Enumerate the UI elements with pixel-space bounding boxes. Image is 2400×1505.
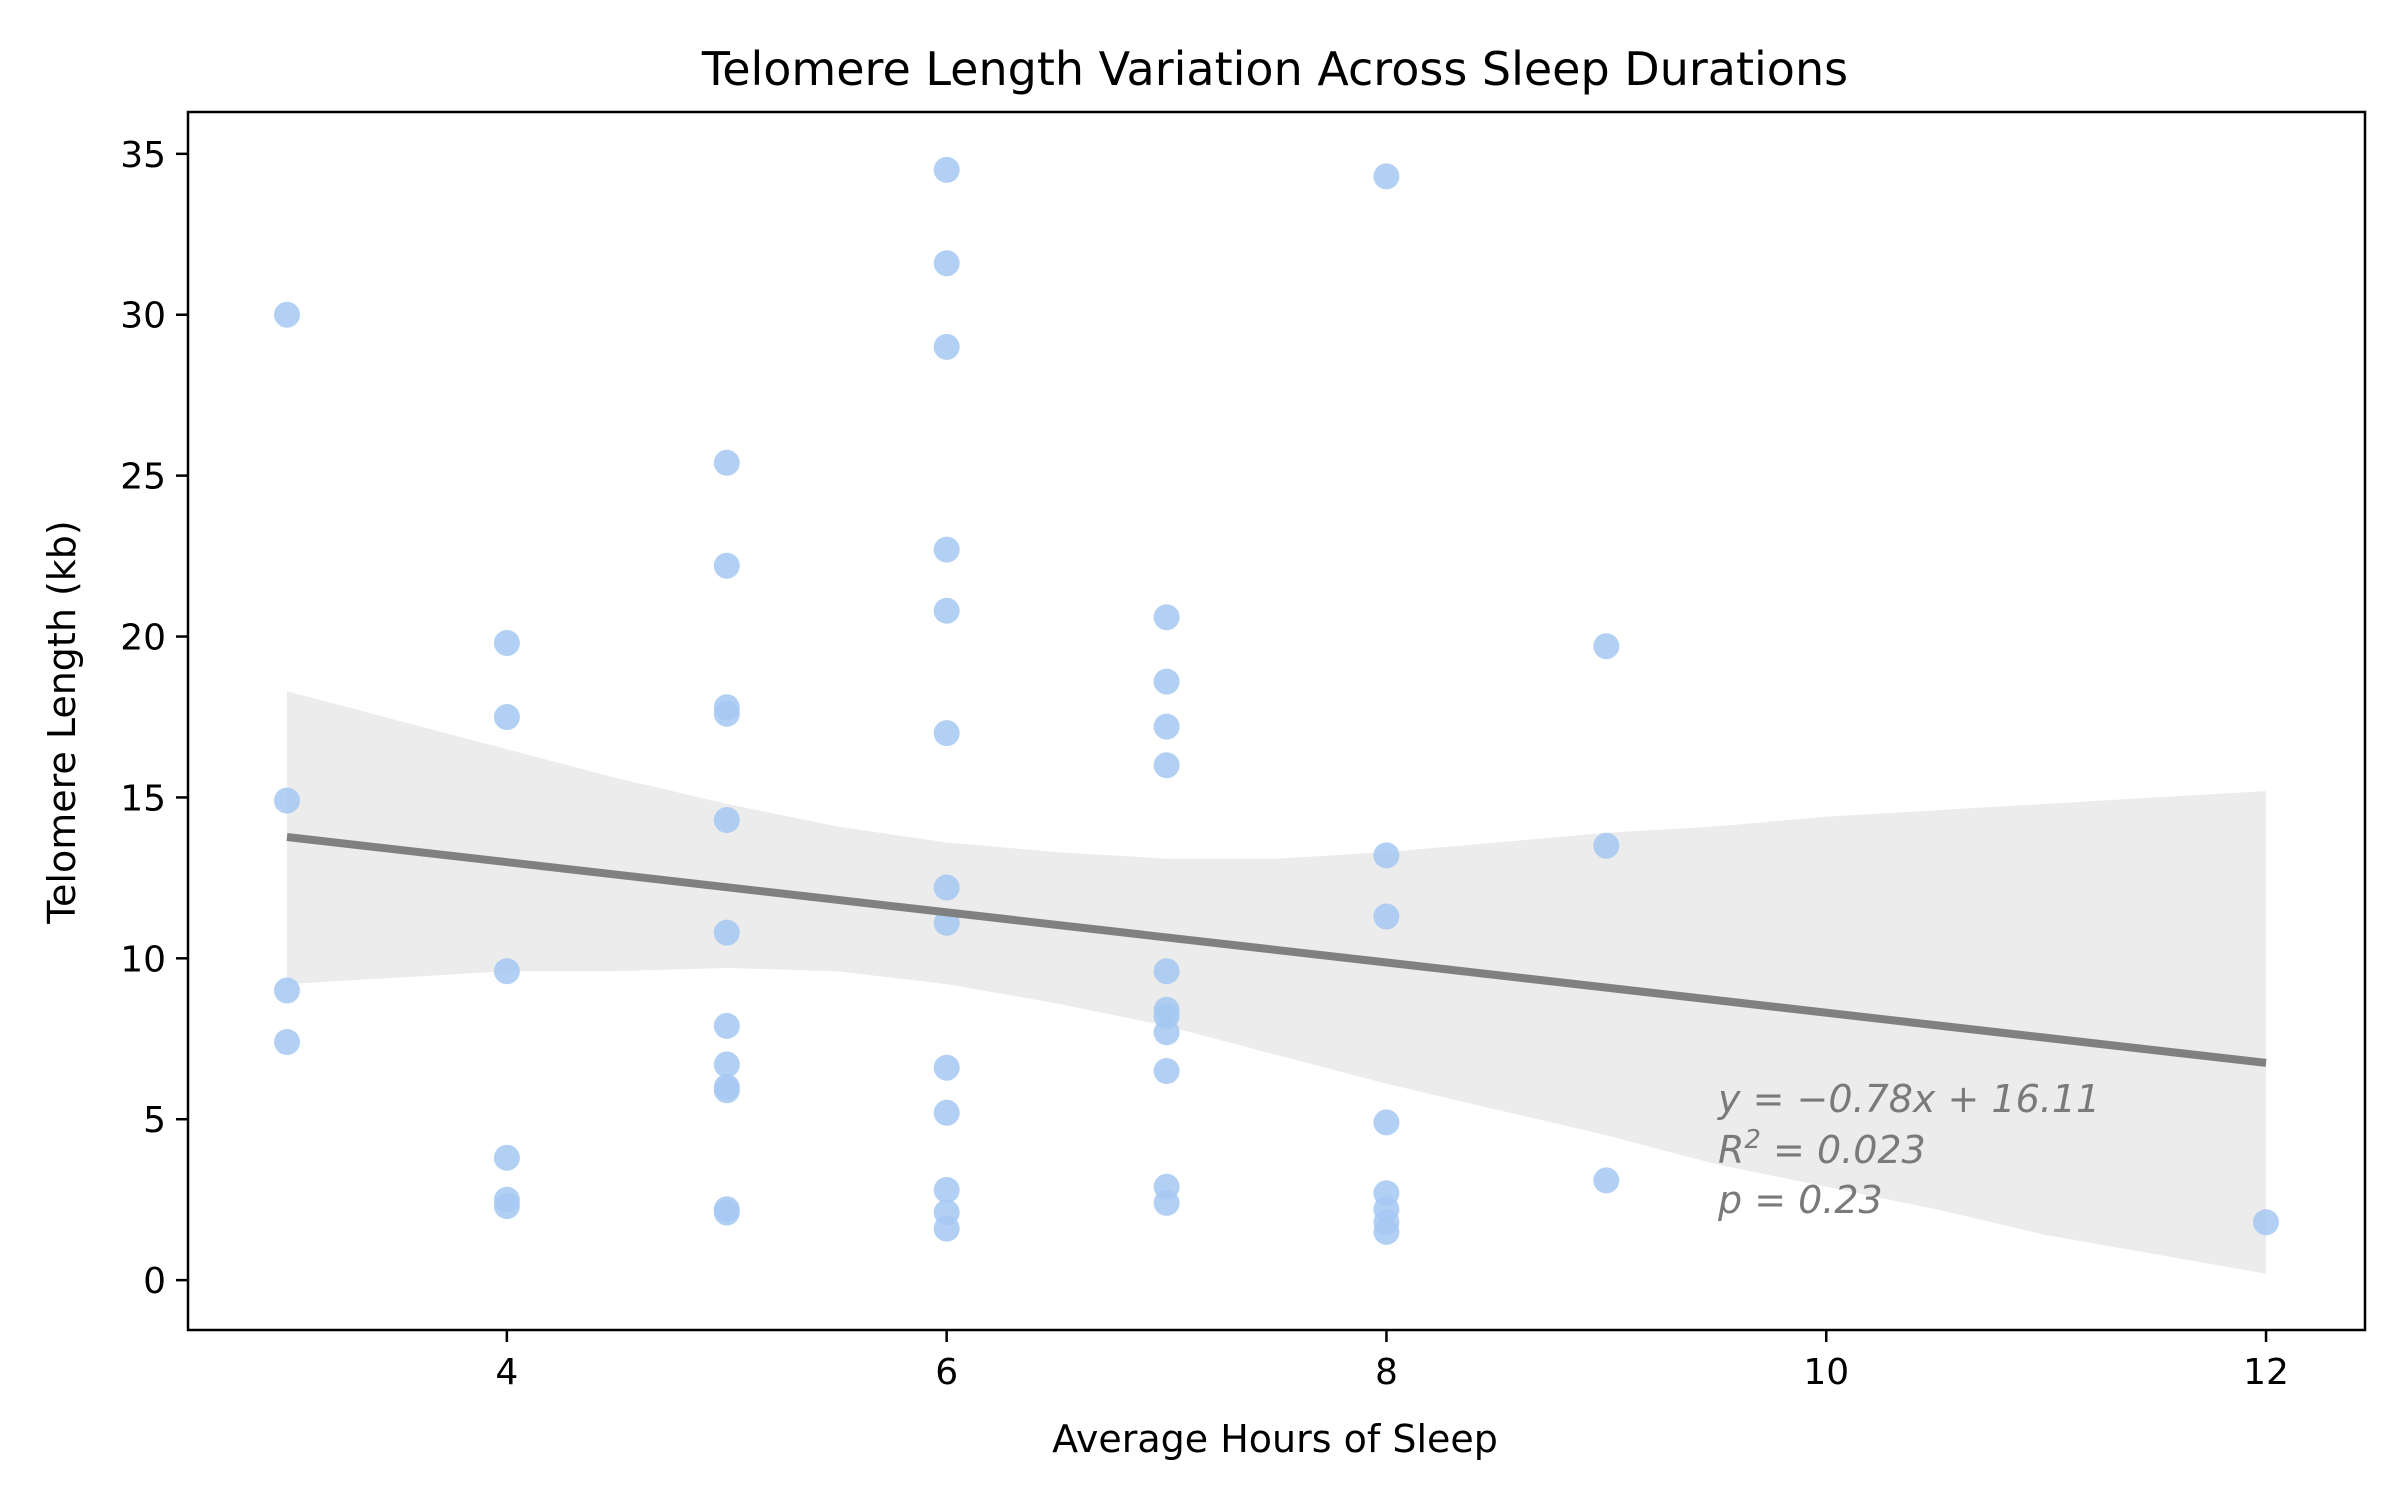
x-tick-label: 4 [495, 1352, 518, 1393]
data-point [933, 720, 960, 747]
y-axis-label: Telomere Length (kb) [40, 520, 84, 925]
data-point [933, 874, 960, 901]
y-tick-label: 20 [120, 618, 166, 659]
data-point [1153, 752, 1180, 779]
data-point [1373, 842, 1400, 869]
data-point [933, 156, 960, 183]
confidence-band [287, 691, 2266, 1274]
data-point [274, 301, 300, 328]
y-tick-label: 35 [120, 135, 166, 176]
r-squared-exponent: 2 [1744, 1125, 1761, 1155]
ticks-layer: 4 6 8 10 12 0 5 10 15 20 25 30 35 [120, 135, 2289, 1393]
data-point [933, 1177, 960, 1203]
data-point [933, 333, 960, 360]
data-point [1153, 958, 1180, 985]
x-tick-label: 12 [2243, 1352, 2289, 1393]
data-point [1373, 1218, 1400, 1245]
data-point [1153, 1189, 1180, 1216]
axes-layer [186, 110, 2367, 1332]
data-point [274, 1029, 300, 1055]
data-point [1153, 713, 1180, 740]
data-point [1153, 604, 1180, 631]
data-point [1373, 163, 1400, 190]
data-point [1373, 1109, 1400, 1136]
data-point [933, 1215, 960, 1242]
data-point [1153, 1019, 1180, 1046]
x-tick-label: 8 [1375, 1352, 1398, 1393]
data-point [713, 552, 740, 579]
regression-line [286, 833, 2267, 1067]
p-value-label: p = 0.23 [1717, 1178, 1883, 1222]
data-point [933, 536, 960, 563]
data-point [713, 807, 740, 833]
regression-annotation: y = −0.78x + 16.11 R2 = 0.023 p = 0.23 [1717, 1077, 2100, 1222]
data-point [274, 977, 300, 1004]
data-point [1593, 832, 1620, 859]
y-tick-label: 25 [120, 457, 166, 498]
data-point [274, 787, 300, 814]
y-tick-label: 30 [120, 296, 166, 337]
data-point [1593, 633, 1620, 660]
chart-title: Telomere Length Variation Across Sleep D… [701, 42, 1848, 96]
data-point [933, 597, 960, 624]
data-point [1153, 668, 1180, 695]
data-point [1373, 903, 1400, 930]
data-point [713, 700, 740, 727]
regression-line-layer [286, 833, 2267, 1067]
x-tick-label: 6 [935, 1352, 958, 1393]
x-axis-label: Average Hours of Sleep [1052, 1417, 1498, 1461]
data-point [2253, 1209, 2279, 1236]
plot-frame [186, 110, 2367, 1332]
regression-equation: y = −0.78x + 16.11 [1717, 1077, 2100, 1121]
data-point [493, 1193, 520, 1220]
points-layer [274, 156, 2279, 1245]
y-tick-label: 10 [120, 939, 166, 980]
y-tick-label: 0 [143, 1261, 166, 1302]
data-point [1153, 1058, 1180, 1084]
r-squared-label: R2 = 0.023 [1718, 1125, 1926, 1172]
x-tick-label: 10 [1803, 1352, 1849, 1393]
data-point [713, 919, 740, 946]
data-point [713, 1199, 740, 1226]
data-point [713, 1077, 740, 1104]
data-point [713, 1012, 740, 1039]
confidence-band-layer [287, 691, 2266, 1274]
data-point [493, 1144, 520, 1171]
data-point [933, 250, 960, 277]
data-point [713, 1051, 740, 1078]
data-point [933, 1054, 960, 1081]
y-tick-label: 15 [120, 778, 166, 819]
r-squared-value: = 0.023 [1761, 1128, 1926, 1172]
data-point [493, 958, 520, 985]
data-point [933, 1099, 960, 1126]
data-point [493, 630, 520, 656]
data-point [713, 449, 740, 476]
data-point [493, 704, 520, 730]
r-squared-symbol: R [1718, 1128, 1744, 1172]
data-point [1593, 1167, 1620, 1194]
y-tick-label: 5 [143, 1100, 166, 1141]
